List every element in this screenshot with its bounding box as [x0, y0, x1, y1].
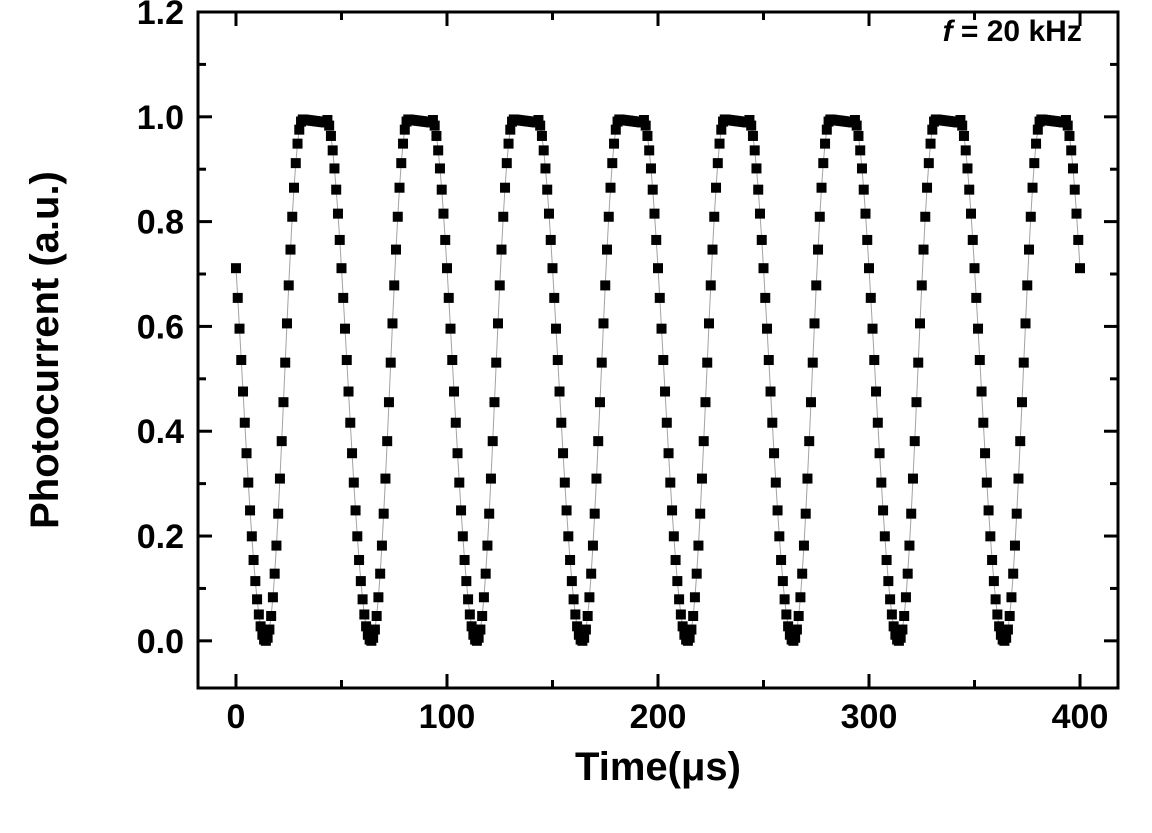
xtick-label: 300: [841, 698, 898, 736]
ytick-label: 0.0: [137, 623, 184, 661]
xtick-label: 200: [630, 698, 687, 736]
ytick-label: 0.6: [137, 308, 184, 346]
xtick-label: 100: [419, 698, 476, 736]
ytick-label: 1.2: [137, 0, 184, 32]
y-axis-label: Photocurrent (a.u.): [23, 171, 67, 529]
xtick-label: 0: [227, 698, 246, 736]
chart-container: 0 100 200 300 400 0.0 0.2 0.4 0.6 0.8 1.0 1.2 Time(μ…: [0, 0, 1152, 833]
chart-svg: 0 100 200 300 400 0.0 0.2 0.4 0.6 0.8 1.0 1.2 Time(μ…: [0, 0, 1152, 833]
xtick-label: 400: [1052, 698, 1109, 736]
ytick-label: 1.0: [137, 99, 184, 137]
ytick-label: 0.2: [137, 518, 184, 556]
ytick-label: 0.8: [137, 204, 184, 242]
x-axis-label: Time(μs): [575, 745, 741, 789]
annotation-text: f = 20 kHz: [943, 15, 1082, 48]
ytick-label: 0.4: [137, 413, 184, 451]
